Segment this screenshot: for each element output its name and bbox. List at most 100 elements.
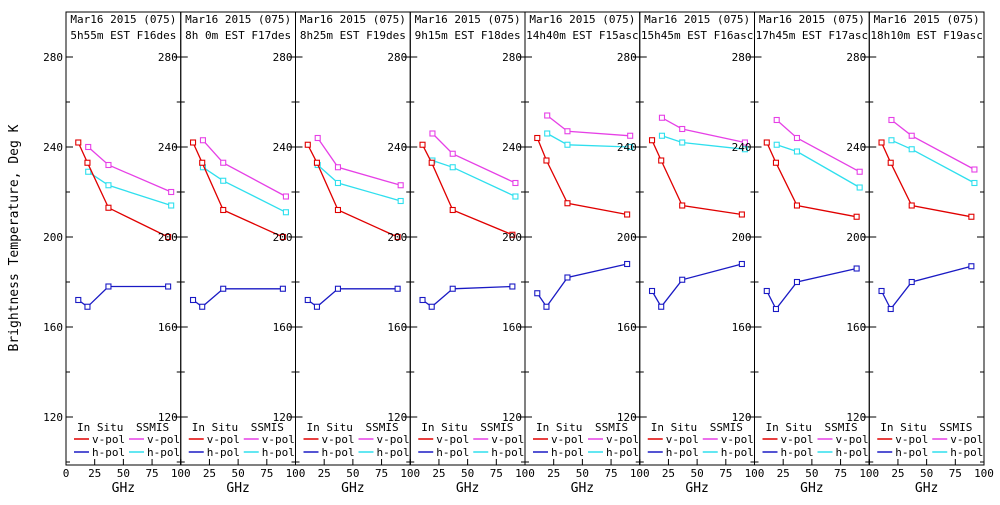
y-tick-label: 160: [732, 321, 752, 334]
x-tick-label: 75: [375, 467, 388, 480]
insitu-hpol-line: [651, 263, 743, 308]
panel-8: 120 160 200 240 280 25 50 75 100 GHz Mar16 2015 (0…: [846, 11, 994, 496]
insitu-vpol-marker: [199, 159, 206, 166]
insitu-hpol-marker: [853, 265, 860, 272]
ssmis-hpol-marker: [908, 146, 915, 153]
ssmis-vpol-marker: [397, 182, 404, 189]
insitu-vpol-marker: [648, 137, 656, 144]
y-tick-label: 120: [43, 411, 63, 424]
insitu-vpol-marker: [543, 157, 550, 164]
legend-insitu-label: In Situ: [880, 421, 926, 434]
ssmis-vpol-marker: [793, 134, 801, 142]
ssmis-vpol-marker: [773, 116, 780, 124]
insitu-hpol-marker: [908, 278, 915, 286]
insitu-hpol-marker: [564, 274, 571, 281]
ssmis-hpol-marker: [512, 193, 519, 200]
panel-2: 120 160 200 240 280 25 50 75 100 GHz Mar16 2015 (0…: [158, 11, 306, 496]
y-tick-label: 280: [502, 51, 522, 64]
x-tick-label: 25: [88, 467, 101, 480]
x-axis-unit-label: GHz: [685, 481, 708, 496]
ssmis-vpol-marker: [564, 128, 571, 135]
panel-border: [868, 11, 985, 466]
insitu-vpol-marker: [220, 206, 227, 214]
x-tick-label: 100: [859, 467, 879, 480]
ssmis-hpol-marker: [741, 146, 748, 153]
legend-vpol-label: v-pol: [950, 433, 983, 446]
panel-4: 120 160 200 240 280 25 50 75 100 GHz Mar16 2015 (0…: [387, 11, 535, 496]
x-axis-unit-label: GHz: [112, 481, 135, 496]
insitu-hpol-line: [77, 285, 169, 308]
insitu-vpol-marker: [738, 211, 745, 218]
insitu-vpol-marker: [772, 159, 780, 166]
y-tick-label: 160: [273, 321, 293, 334]
x-tick-label: 75: [490, 467, 503, 480]
y-tick-label: 160: [158, 321, 178, 334]
ssmis-hpol-line: [317, 164, 401, 202]
insitu-hpol-marker: [763, 287, 770, 295]
y-tick-label: 120: [502, 411, 522, 424]
x-tick-label: 25: [318, 467, 331, 480]
insitu-vpol-marker: [105, 204, 112, 211]
x-tick-label: 25: [777, 467, 790, 480]
x-tick-label: 0: [63, 467, 70, 480]
y-tick-label: 200: [387, 231, 407, 244]
ssmis-hpol-marker: [168, 202, 175, 209]
y-tick-label: 280: [387, 51, 407, 64]
ssmis-hpol-marker: [627, 143, 634, 151]
legend-vpol-label: v-pol: [147, 433, 180, 446]
x-axis-unit-label: GHz: [571, 481, 594, 496]
insitu-vpol-marker: [449, 206, 456, 214]
insitu-hpol-marker: [313, 303, 321, 310]
legend-insitu-label: In Situ: [766, 421, 812, 434]
insitu-vpol-line: [77, 142, 169, 238]
y-tick-label: 280: [617, 51, 637, 64]
legend-hpol-label: h-pol: [836, 446, 869, 459]
ssmis-vpol-line: [661, 117, 746, 144]
legend-vpol-label: v-pol: [551, 433, 584, 446]
insitu-hpol-line: [307, 288, 398, 308]
y-tick-label: 240: [273, 141, 293, 154]
ssmis-vpol-marker: [741, 139, 748, 146]
x-tick-label: 25: [203, 467, 216, 480]
x-tick-label: 100: [400, 467, 420, 480]
insitu-vpol-marker: [394, 233, 401, 241]
x-tick-label: 50: [117, 467, 130, 480]
y-tick-label: 120: [732, 411, 752, 424]
legend-hpol-label: h-pol: [606, 446, 639, 459]
ssmis-hpol-marker: [564, 141, 571, 148]
panel-title-date: Mar16 2015 (075): [185, 13, 291, 26]
y-tick-label: 200: [502, 231, 522, 244]
y-tick-label: 120: [273, 411, 293, 424]
ssmis-vpol-line: [546, 114, 631, 137]
panel-title-time-satellite: 8h 0m EST F17des: [185, 29, 291, 42]
x-tick-label: 50: [920, 467, 933, 480]
insitu-vpol-marker: [75, 139, 82, 146]
x-axis-unit-label: GHz: [226, 481, 249, 496]
ssmis-vpol-marker: [220, 159, 227, 166]
insitu-hpol-marker: [334, 285, 342, 292]
insitu-hpol-line: [880, 265, 972, 311]
y-tick-label: 160: [846, 321, 866, 334]
insitu-vpol-marker: [624, 211, 631, 218]
insitu-vpol-marker: [304, 141, 311, 148]
ssmis-hpol-marker: [773, 141, 780, 148]
panel-title-time-satellite: 8h25m EST F19des: [300, 29, 406, 42]
insitu-hpol-line: [766, 267, 857, 311]
legend-vpol-label: v-pol: [322, 433, 355, 446]
y-tick-label: 120: [846, 411, 866, 424]
insitu-vpol-line: [766, 142, 857, 218]
legend-insitu-label: In Situ: [536, 421, 582, 434]
legend-ssmis-label: SSMIS: [480, 421, 513, 434]
insitu-vpol-marker: [968, 213, 975, 220]
ssmis-vpol-marker: [856, 168, 863, 175]
x-tick-label: 100: [286, 467, 306, 480]
ssmis-vpol-marker: [449, 150, 456, 157]
insitu-vpol-marker: [908, 202, 915, 209]
x-tick-label: 50: [691, 467, 704, 480]
ssmis-vpol-marker: [105, 161, 112, 169]
insitu-hpol-marker: [449, 285, 456, 292]
panel-1: 120 160 200 240 280 0 25 50 75 100 GHz Mar16 2015 (…: [43, 11, 191, 496]
insitu-hpol-line: [536, 263, 628, 308]
legend-hpol-label: h-pol: [92, 446, 125, 459]
